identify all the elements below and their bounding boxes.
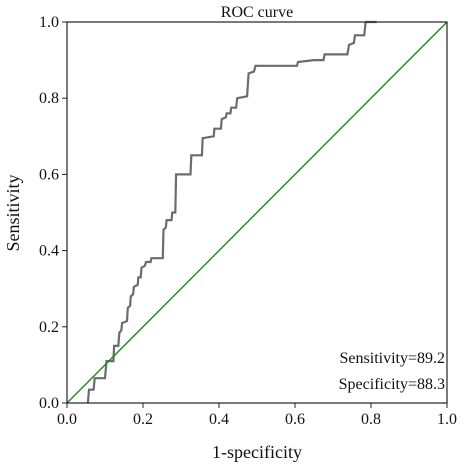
y-tick-label: 0.8 [39,90,59,107]
chart-title: ROC curve [221,4,293,21]
reference-diagonal-line [66,21,448,404]
y-axis-label: Sensitivity [3,174,23,251]
x-tick-label: 0.2 [133,411,153,428]
y-tick-label: 0.2 [39,319,59,336]
plot-frame [66,21,448,404]
x-tick-label: 0.4 [209,411,229,428]
x-tick-label: 0.0 [57,411,77,428]
plot-area: 0.00.0 0.2 0.2 0.4 0.4 0.6 0.6 0.8 0.8 1.0 1.0 [39,14,457,428]
y-tick-label: 0.0 [39,395,59,412]
y-tick-label: 1.0 [39,14,59,31]
x-axis-label: 1-specificity [212,442,302,462]
specificity-annotation: Specificity=88.3 [339,376,445,393]
sensitivity-annotation: Sensitivity=89.2 [340,350,445,367]
x-tick-label: 0.6 [285,411,305,428]
x-tick-label: 0.8 [361,411,381,428]
x-tick-label: 1.0 [437,411,457,428]
y-tick-label: 0.6 [39,166,59,183]
y-tick-label: 0.4 [39,243,59,260]
roc-curve-line [86,20,377,404]
